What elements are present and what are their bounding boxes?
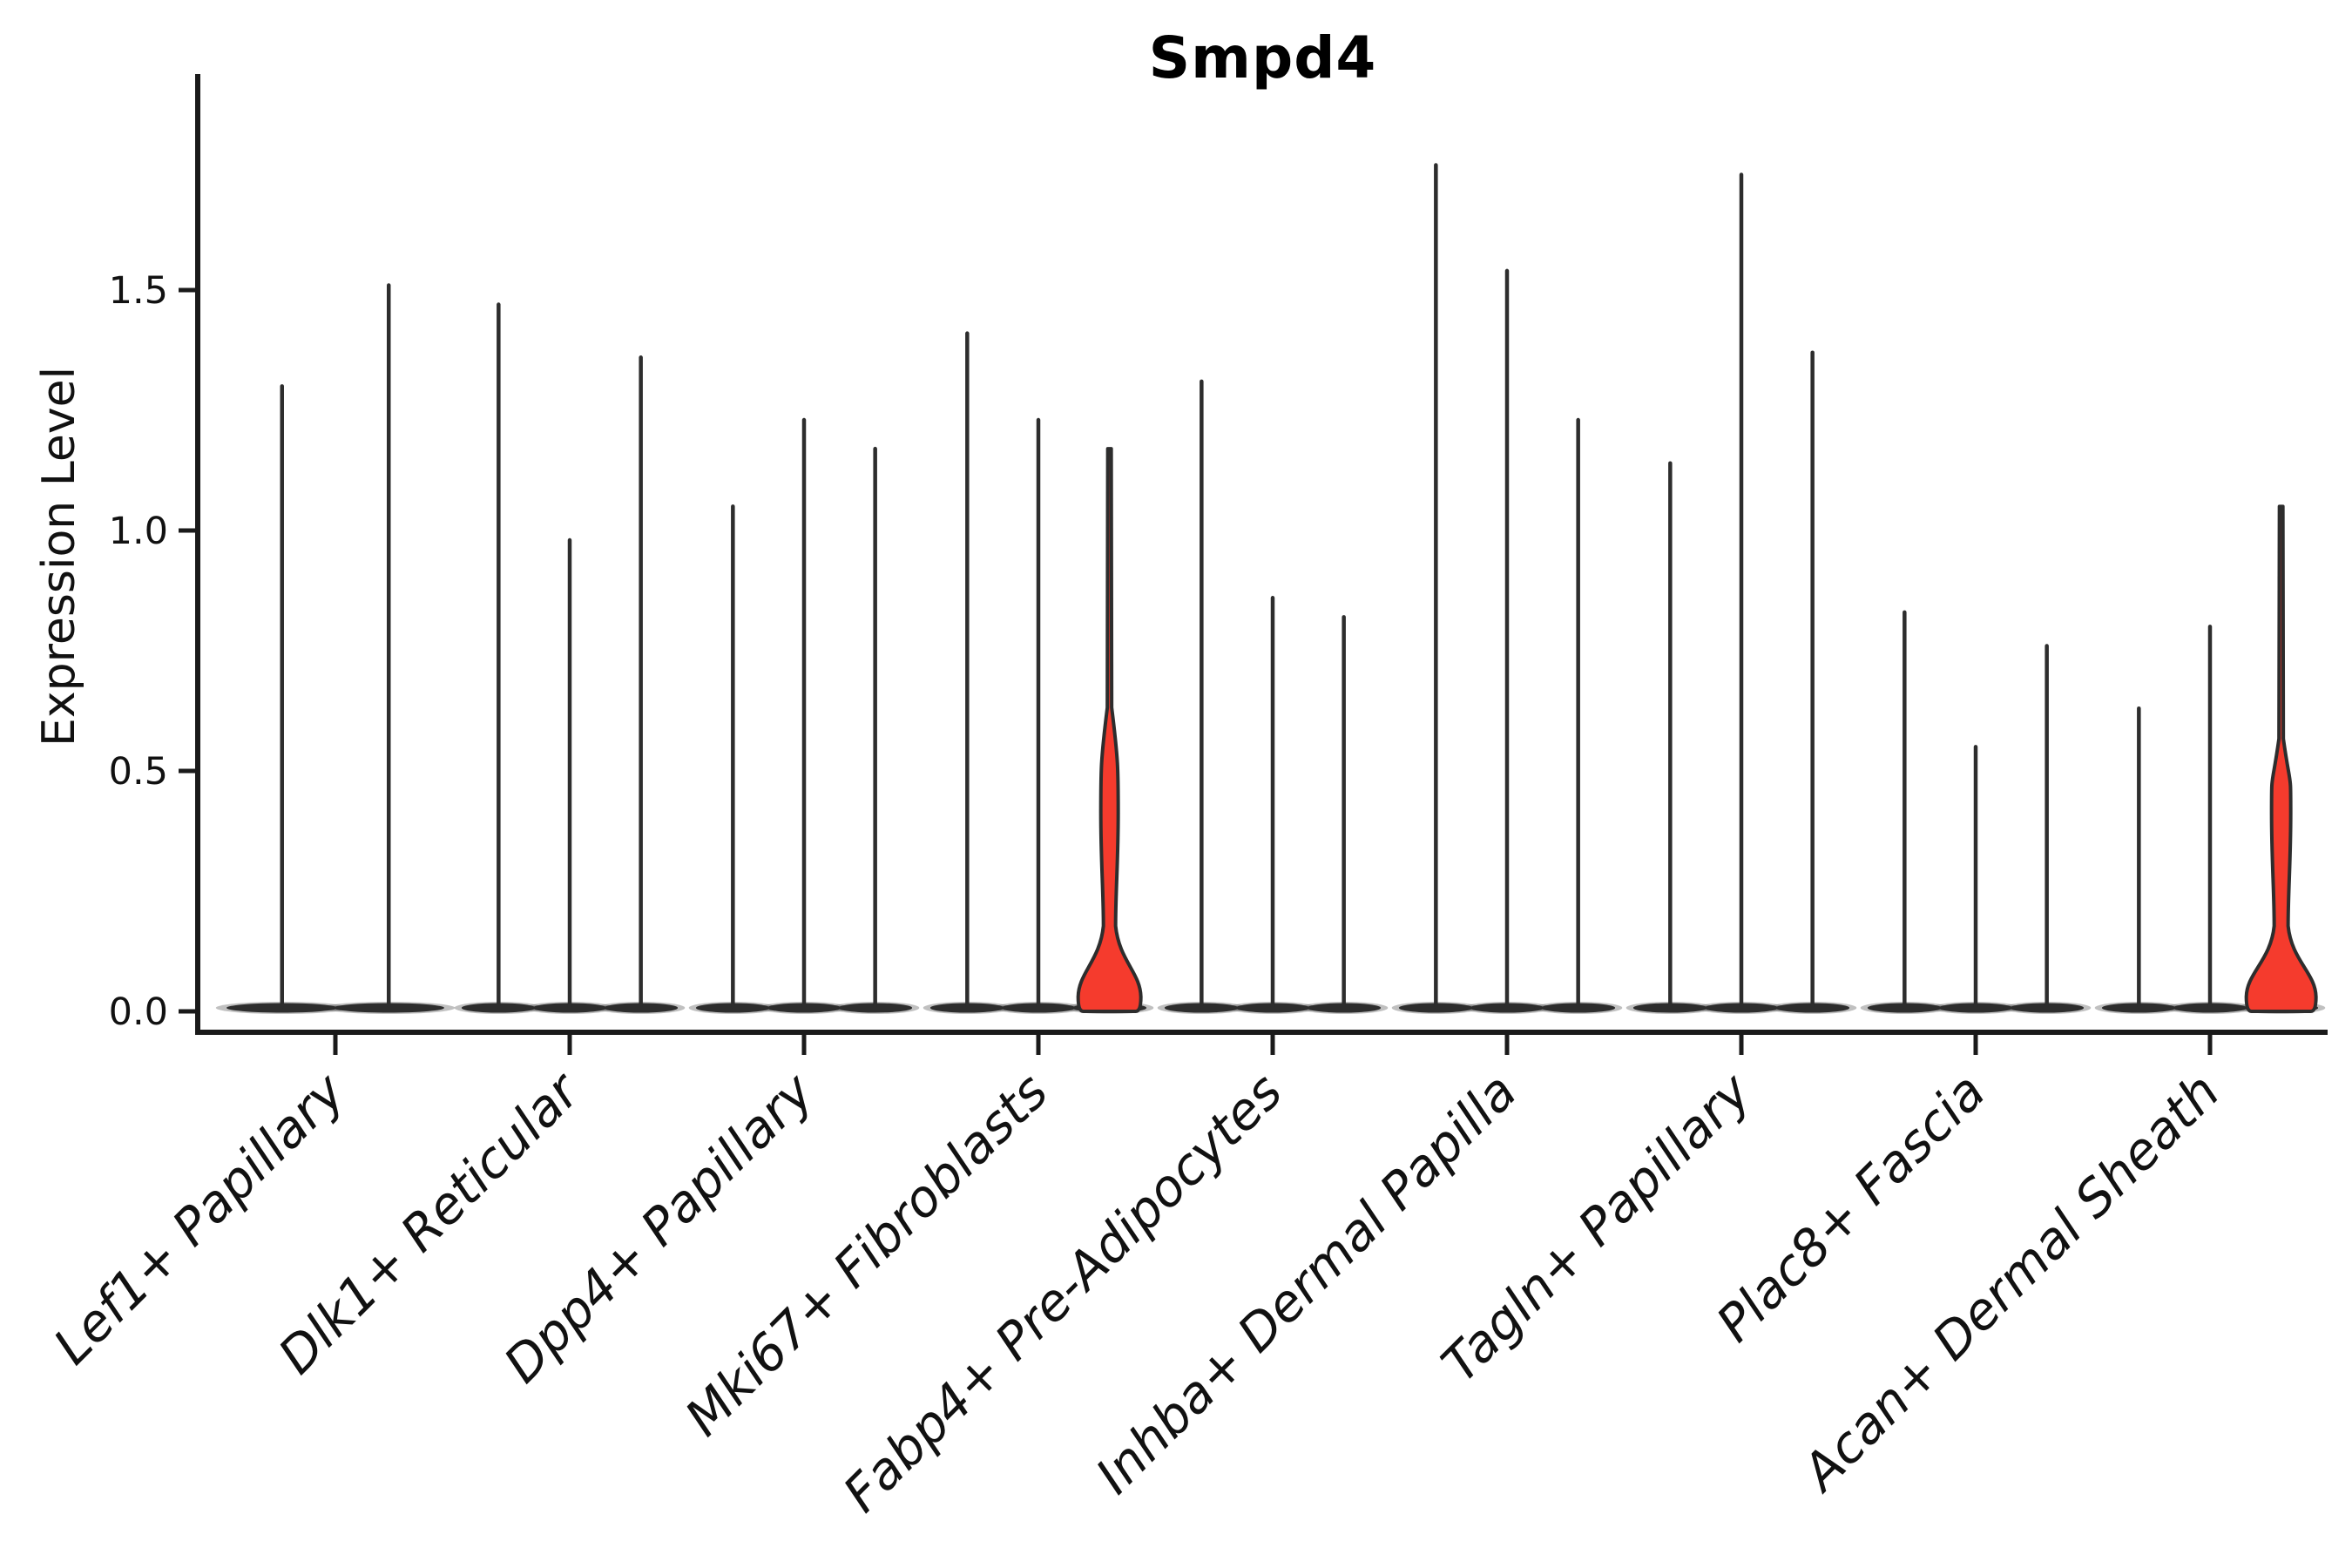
x-category-label: Inhba+ Dermal Papilla	[1085, 1062, 1528, 1505]
x-category-label: Acan+ Dermal Sheath	[1788, 1062, 2231, 1504]
y-tick-label: 0.5	[109, 750, 168, 794]
highlighted-violin	[2244, 504, 2318, 1013]
y-axis-label: Expression Level	[33, 366, 85, 747]
y-tick-label: 1.5	[109, 269, 168, 313]
y-tick-label: 0.0	[109, 990, 168, 1034]
highlighted-violin	[1076, 447, 1143, 1013]
chart-title: Smpd4	[1148, 24, 1377, 91]
y-tick-label: 1.0	[109, 510, 168, 553]
x-category-label: Fabp4+ Pre-Adipocytes	[832, 1062, 1294, 1524]
